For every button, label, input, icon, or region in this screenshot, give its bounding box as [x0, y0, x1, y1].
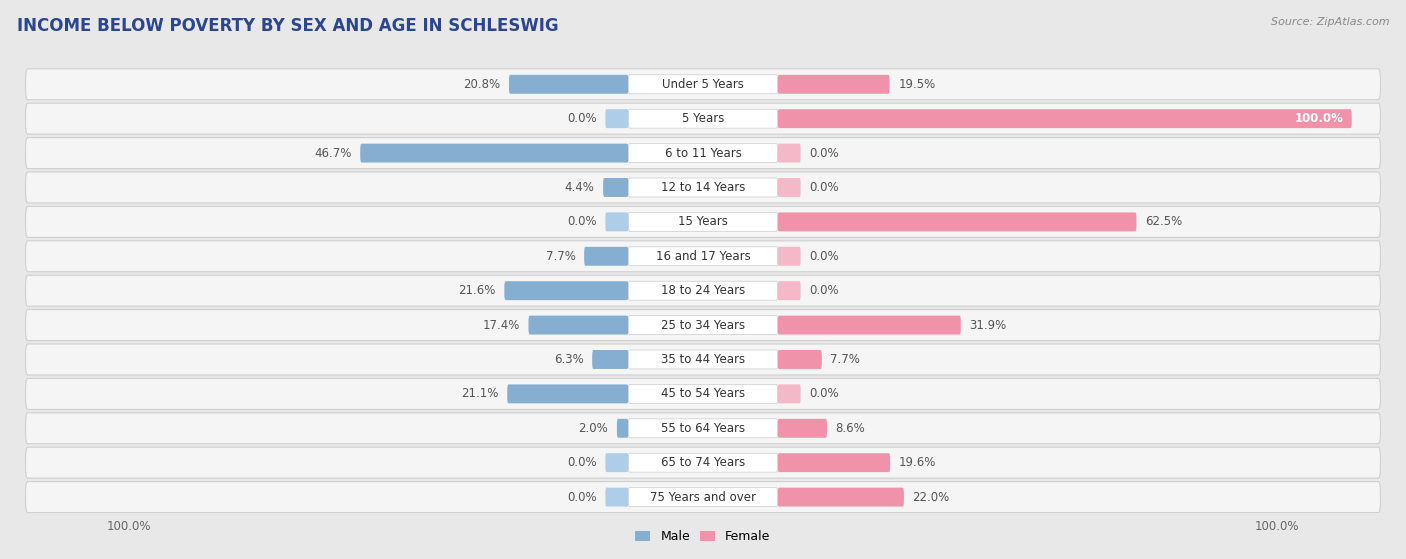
Text: 0.0%: 0.0% [567, 215, 596, 229]
Text: 0.0%: 0.0% [567, 491, 596, 504]
FancyBboxPatch shape [25, 310, 1381, 340]
FancyBboxPatch shape [25, 344, 1381, 375]
FancyBboxPatch shape [25, 206, 1381, 238]
Text: 4.4%: 4.4% [565, 181, 595, 194]
Text: 21.1%: 21.1% [461, 387, 499, 400]
FancyBboxPatch shape [628, 316, 778, 334]
Text: 2.0%: 2.0% [578, 422, 609, 435]
Text: 0.0%: 0.0% [810, 284, 839, 297]
Text: 0.0%: 0.0% [810, 146, 839, 159]
FancyBboxPatch shape [778, 247, 800, 266]
FancyBboxPatch shape [25, 447, 1381, 478]
FancyBboxPatch shape [628, 419, 778, 438]
Text: 25 to 34 Years: 25 to 34 Years [661, 319, 745, 331]
Text: 16 and 17 Years: 16 and 17 Years [655, 250, 751, 263]
FancyBboxPatch shape [603, 178, 628, 197]
FancyBboxPatch shape [628, 212, 778, 231]
FancyBboxPatch shape [508, 385, 628, 404]
Text: 22.0%: 22.0% [912, 491, 950, 504]
FancyBboxPatch shape [778, 109, 1351, 128]
Text: 6 to 11 Years: 6 to 11 Years [665, 146, 741, 159]
Text: Under 5 Years: Under 5 Years [662, 78, 744, 91]
Text: 55 to 64 Years: 55 to 64 Years [661, 422, 745, 435]
FancyBboxPatch shape [529, 316, 628, 334]
FancyBboxPatch shape [628, 75, 778, 94]
Text: 0.0%: 0.0% [810, 387, 839, 400]
Text: 7.7%: 7.7% [546, 250, 575, 263]
FancyBboxPatch shape [628, 453, 778, 472]
FancyBboxPatch shape [778, 453, 890, 472]
FancyBboxPatch shape [25, 138, 1381, 169]
Text: 12 to 14 Years: 12 to 14 Years [661, 181, 745, 194]
Text: 17.4%: 17.4% [482, 319, 520, 331]
Text: 75 Years and over: 75 Years and over [650, 491, 756, 504]
FancyBboxPatch shape [25, 103, 1381, 134]
FancyBboxPatch shape [505, 281, 628, 300]
FancyBboxPatch shape [778, 144, 800, 163]
Text: 0.0%: 0.0% [567, 112, 596, 125]
FancyBboxPatch shape [25, 241, 1381, 272]
FancyBboxPatch shape [592, 350, 628, 369]
FancyBboxPatch shape [583, 247, 628, 266]
Text: 62.5%: 62.5% [1144, 215, 1182, 229]
FancyBboxPatch shape [778, 419, 827, 438]
FancyBboxPatch shape [617, 419, 628, 438]
FancyBboxPatch shape [778, 281, 800, 300]
Text: 46.7%: 46.7% [315, 146, 352, 159]
Legend: Male, Female: Male, Female [630, 525, 776, 548]
FancyBboxPatch shape [628, 178, 778, 197]
FancyBboxPatch shape [360, 144, 628, 163]
FancyBboxPatch shape [25, 275, 1381, 306]
FancyBboxPatch shape [628, 109, 778, 128]
FancyBboxPatch shape [25, 413, 1381, 444]
Text: 19.6%: 19.6% [898, 456, 936, 469]
FancyBboxPatch shape [628, 281, 778, 300]
FancyBboxPatch shape [628, 350, 778, 369]
Text: 15 Years: 15 Years [678, 215, 728, 229]
Text: 31.9%: 31.9% [969, 319, 1007, 331]
FancyBboxPatch shape [606, 487, 628, 506]
Text: INCOME BELOW POVERTY BY SEX AND AGE IN SCHLESWIG: INCOME BELOW POVERTY BY SEX AND AGE IN S… [17, 17, 558, 35]
FancyBboxPatch shape [778, 75, 890, 94]
FancyBboxPatch shape [606, 212, 628, 231]
FancyBboxPatch shape [25, 482, 1381, 513]
Text: 5 Years: 5 Years [682, 112, 724, 125]
FancyBboxPatch shape [606, 453, 628, 472]
FancyBboxPatch shape [778, 487, 904, 506]
Text: 0.0%: 0.0% [810, 181, 839, 194]
FancyBboxPatch shape [606, 109, 628, 128]
FancyBboxPatch shape [778, 385, 800, 404]
Text: 100.0%: 100.0% [1295, 112, 1343, 125]
FancyBboxPatch shape [778, 212, 1136, 231]
Text: 8.6%: 8.6% [835, 422, 865, 435]
FancyBboxPatch shape [778, 316, 960, 334]
FancyBboxPatch shape [778, 350, 823, 369]
Text: 45 to 54 Years: 45 to 54 Years [661, 387, 745, 400]
Text: 19.5%: 19.5% [898, 78, 935, 91]
FancyBboxPatch shape [778, 178, 800, 197]
Text: 7.7%: 7.7% [831, 353, 860, 366]
FancyBboxPatch shape [628, 487, 778, 506]
FancyBboxPatch shape [25, 378, 1381, 409]
Text: 18 to 24 Years: 18 to 24 Years [661, 284, 745, 297]
FancyBboxPatch shape [628, 385, 778, 404]
Text: 6.3%: 6.3% [554, 353, 583, 366]
Text: 0.0%: 0.0% [567, 456, 596, 469]
Text: 21.6%: 21.6% [458, 284, 496, 297]
Text: 20.8%: 20.8% [463, 78, 501, 91]
FancyBboxPatch shape [628, 144, 778, 163]
Text: 65 to 74 Years: 65 to 74 Years [661, 456, 745, 469]
FancyBboxPatch shape [25, 69, 1381, 100]
FancyBboxPatch shape [628, 247, 778, 266]
FancyBboxPatch shape [509, 75, 628, 94]
Text: Source: ZipAtlas.com: Source: ZipAtlas.com [1271, 17, 1389, 27]
Text: 0.0%: 0.0% [810, 250, 839, 263]
Text: 35 to 44 Years: 35 to 44 Years [661, 353, 745, 366]
FancyBboxPatch shape [25, 172, 1381, 203]
